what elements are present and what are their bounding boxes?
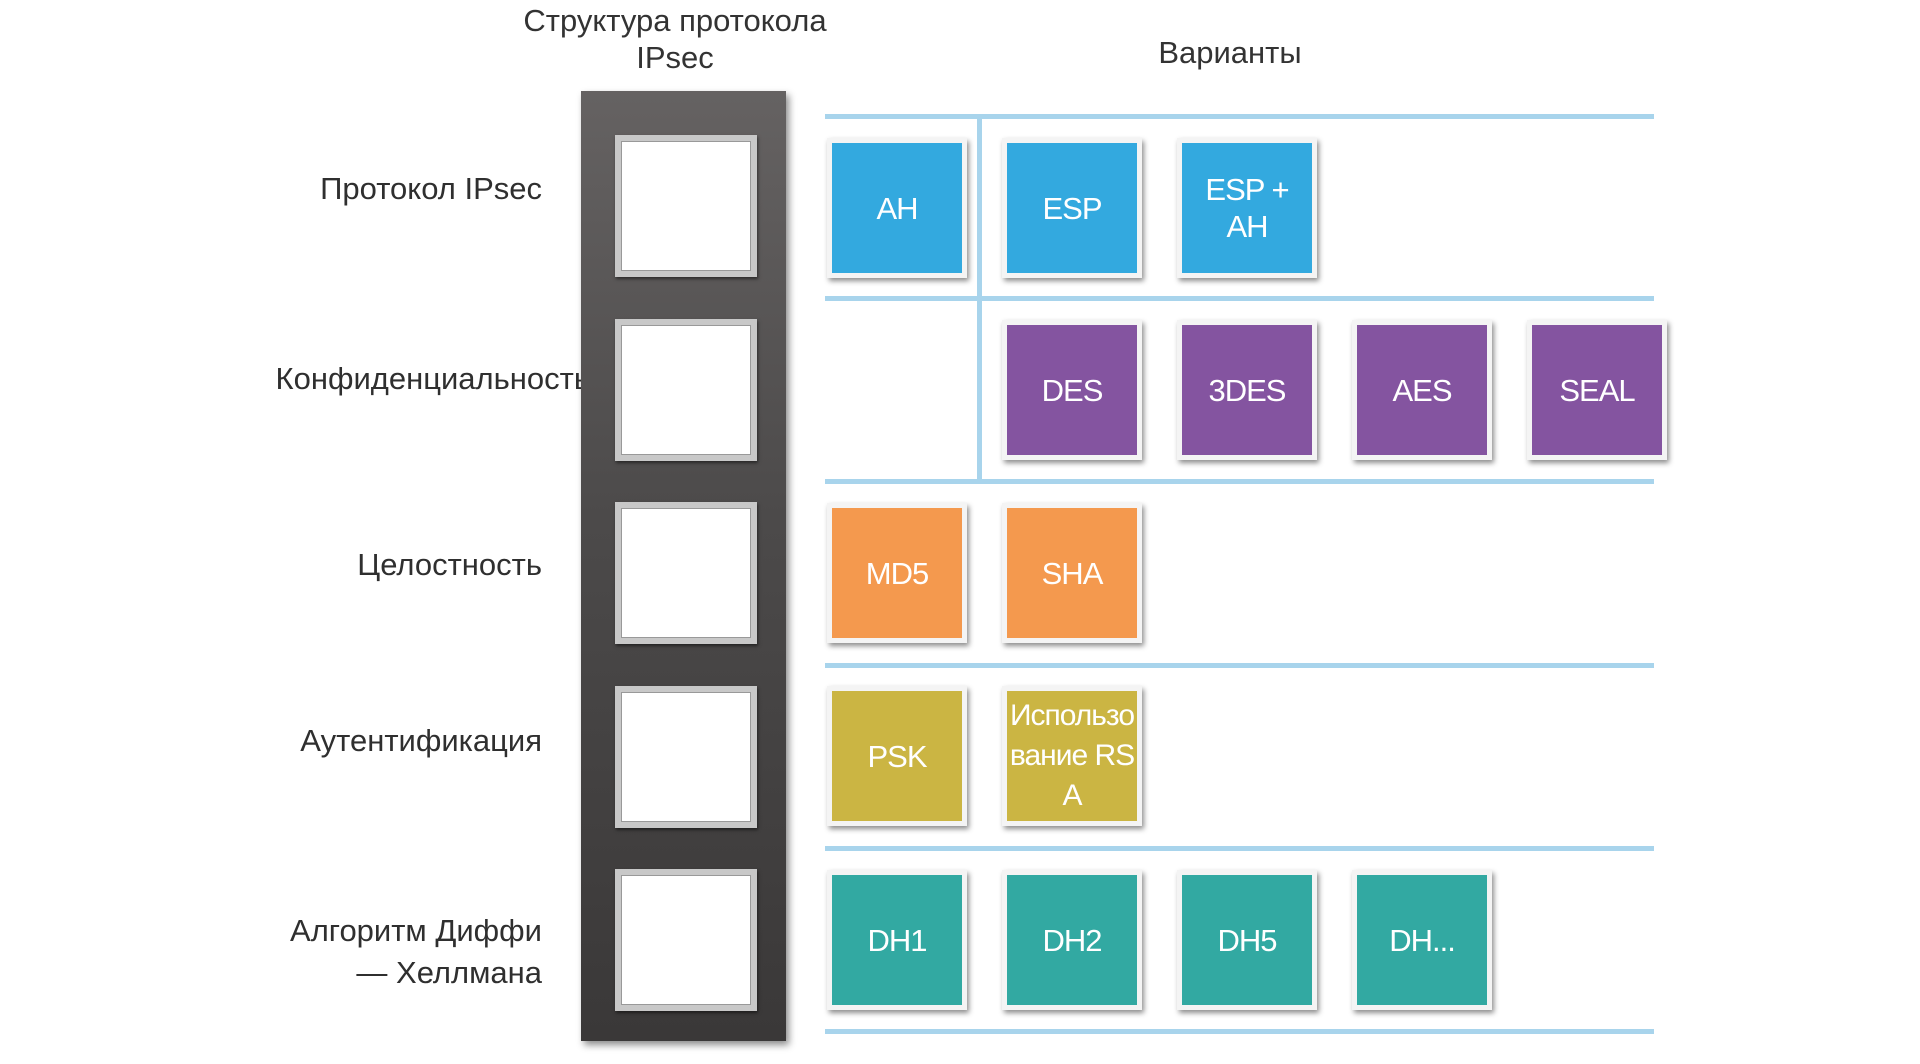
slot-confidentiality[interactable] (615, 319, 757, 461)
option-dh-more[interactable]: DH... (1352, 870, 1492, 1010)
separator-line (825, 663, 1654, 668)
option-ah[interactable]: AH (827, 138, 967, 278)
structure-title-line2: IPsec (636, 40, 714, 75)
option-des[interactable]: DES (1002, 320, 1142, 460)
row-label-confidentiality: Конфиденциальность (275, 361, 590, 396)
variants-title: Варианты (1158, 35, 1302, 70)
row-label-dh-line1: Алгоритм Диффи (290, 913, 542, 948)
row-label-dh-line2: — Хеллмана (356, 955, 542, 990)
option-3des[interactable]: 3DES (1177, 320, 1317, 460)
separator-line (825, 846, 1654, 851)
separator-line (825, 479, 1654, 484)
option-esp[interactable]: ESP (1002, 138, 1142, 278)
row-label-authentication: Аутентификация (300, 723, 542, 758)
slot-protocol[interactable] (615, 135, 757, 277)
structure-column (581, 91, 786, 1041)
option-aes[interactable]: AES (1352, 320, 1492, 460)
slot-integrity[interactable] (615, 502, 757, 644)
option-dh2[interactable]: DH2 (1002, 870, 1142, 1010)
structure-title: Структура протокола IPsec (505, 2, 845, 76)
option-dh1[interactable]: DH1 (827, 870, 967, 1010)
row-label-protocol: Протокол IPsec (320, 171, 542, 206)
option-esp-ah[interactable]: ESP + AH (1177, 138, 1317, 278)
option-md5[interactable]: MD5 (827, 503, 967, 643)
separator-line (825, 296, 1654, 301)
option-sha[interactable]: SHA (1002, 503, 1142, 643)
vertical-separator-line (977, 116, 982, 480)
separator-line (825, 114, 1654, 119)
slot-authentication[interactable] (615, 686, 757, 828)
option-psk[interactable]: PSK (827, 686, 967, 826)
option-rsa[interactable]: Использование RSA (1002, 686, 1142, 826)
separator-line (825, 1029, 1654, 1034)
structure-title-line1: Структура протокола (523, 3, 827, 38)
option-seal[interactable]: SEAL (1527, 320, 1667, 460)
option-dh5[interactable]: DH5 (1177, 870, 1317, 1010)
row-label-integrity: Целостность (357, 547, 542, 582)
slot-dh[interactable] (615, 869, 757, 1011)
row-label-dh: Алгоритм Диффи — Хеллмана (290, 910, 542, 994)
